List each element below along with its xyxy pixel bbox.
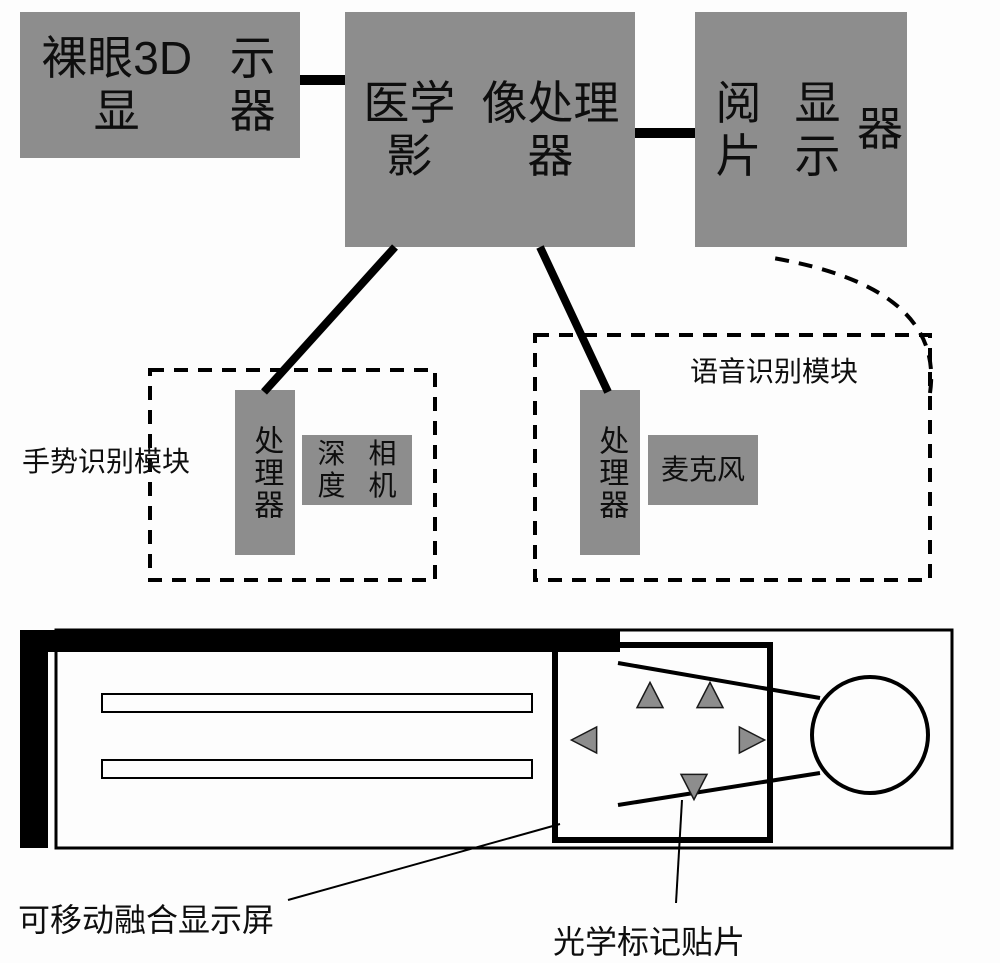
label-optical-marker-patch: 光学标记贴片 — [553, 917, 745, 963]
label-movable-fusion-screen: 可移动融合显示屏 — [18, 895, 274, 941]
connector-lines — [0, 0, 1000, 640]
